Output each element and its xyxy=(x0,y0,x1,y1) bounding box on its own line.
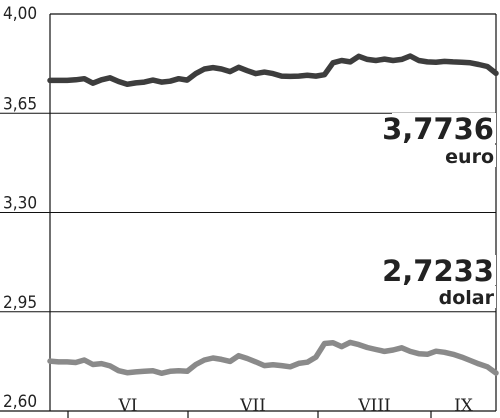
y-tick-label: 3,65 xyxy=(3,94,37,114)
name-label-background xyxy=(410,286,496,308)
series-value-label: 2,7233 xyxy=(382,254,494,288)
series-lines xyxy=(47,53,499,377)
y-tick-label: 4,00 xyxy=(3,4,37,24)
x-month-label: VII xyxy=(239,396,266,416)
series-name-label: euro xyxy=(445,146,494,168)
name-label-background xyxy=(410,145,496,167)
x-month-label: VIII xyxy=(357,396,390,416)
y-tick-label: 3,30 xyxy=(3,194,37,214)
series-name-label: dolar xyxy=(439,287,495,309)
y-tick-label: 2,60 xyxy=(3,392,37,412)
x-month-label: IX xyxy=(454,396,474,416)
y-tick-label: 2,95 xyxy=(3,293,37,313)
series-line-euro xyxy=(47,53,499,88)
x-axis-month-labels: VI VII VIII IX xyxy=(118,396,474,416)
series-line-dolar xyxy=(47,339,499,377)
x-month-label: VI xyxy=(118,396,138,416)
value-label-background xyxy=(392,255,496,285)
series-value-label: 3,7736 xyxy=(382,112,494,146)
value-label-background xyxy=(392,113,496,143)
y-axis-ticks: 4,00 3,65 3,30 2,95 2,60 xyxy=(3,4,37,412)
